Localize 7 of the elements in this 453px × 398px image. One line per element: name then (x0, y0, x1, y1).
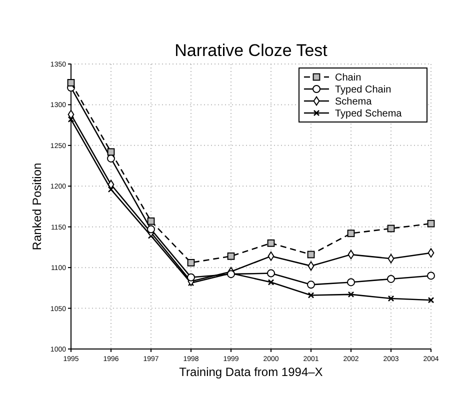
legend-label: Schema (335, 96, 372, 108)
legend-label: Typed Chain (335, 84, 392, 96)
chart-title: Narrative Cloze Test (174, 41, 328, 60)
legend-label: Typed Schema (335, 108, 402, 120)
y-axis-title: Ranked Position (30, 162, 44, 250)
x-axis-title: Training Data from 1994–X (179, 365, 323, 379)
legend-label: Chain (335, 72, 362, 84)
